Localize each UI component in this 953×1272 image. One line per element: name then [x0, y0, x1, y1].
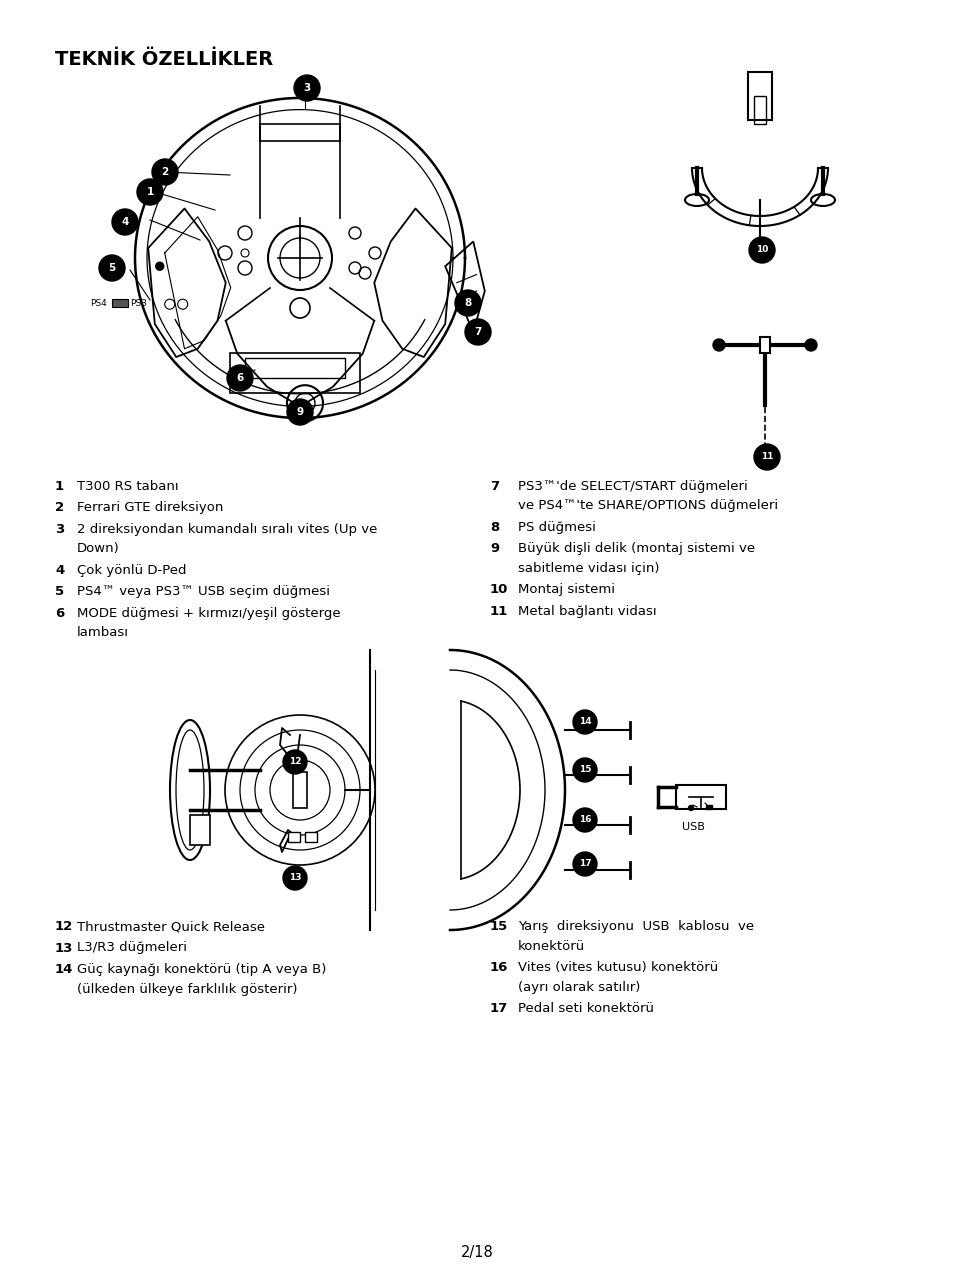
Text: 6: 6	[55, 607, 64, 619]
Text: konektörü: konektörü	[517, 940, 584, 953]
Text: T300 RS tabanı: T300 RS tabanı	[77, 480, 178, 494]
Text: 15: 15	[490, 920, 508, 932]
Bar	[112, 299, 128, 307]
Text: 12: 12	[55, 920, 73, 932]
Text: PS düğmesi: PS düğmesi	[517, 522, 596, 534]
Text: L3/R3 düğmeleri: L3/R3 düğmeleri	[77, 941, 187, 954]
Text: 17: 17	[490, 1002, 508, 1015]
Circle shape	[712, 340, 724, 351]
Bar	[245, 359, 345, 379]
Circle shape	[99, 254, 125, 281]
Circle shape	[573, 852, 597, 876]
Text: Thrustmaster Quick Release: Thrustmaster Quick Release	[77, 920, 265, 932]
Text: Vites (vites kutusu) konektörü: Vites (vites kutusu) konektörü	[517, 962, 718, 974]
Text: 15: 15	[578, 766, 591, 775]
Text: 2: 2	[55, 501, 64, 514]
Circle shape	[137, 179, 163, 205]
Bar	[747, 73, 771, 120]
Circle shape	[294, 75, 319, 100]
Text: Montaj sistemi: Montaj sistemi	[517, 584, 615, 597]
Text: 7: 7	[490, 480, 498, 494]
Text: 12: 12	[289, 758, 301, 767]
Circle shape	[155, 262, 164, 270]
Text: 13: 13	[55, 941, 73, 954]
Text: Ferrari GTE direksiyon: Ferrari GTE direksiyon	[77, 501, 223, 514]
Polygon shape	[445, 242, 484, 332]
Circle shape	[283, 866, 307, 890]
Text: 2: 2	[161, 167, 169, 177]
Bar	[230, 354, 359, 393]
Circle shape	[573, 710, 597, 734]
Bar	[190, 815, 210, 845]
Text: 1: 1	[146, 187, 153, 197]
Text: Pedal seti konektörü: Pedal seti konektörü	[517, 1002, 654, 1015]
Circle shape	[287, 399, 313, 425]
Circle shape	[688, 805, 693, 810]
Text: sabitleme vidası için): sabitleme vidası için)	[517, 562, 659, 575]
Text: 5: 5	[109, 263, 115, 273]
Text: PS4: PS4	[90, 299, 107, 309]
Text: 10: 10	[490, 584, 508, 597]
Text: Çok yönlü D-Ped: Çok yönlü D-Ped	[77, 563, 186, 577]
Bar	[705, 805, 711, 809]
Text: 1: 1	[55, 480, 64, 494]
Text: 6: 6	[236, 373, 243, 383]
Circle shape	[804, 340, 816, 351]
Bar	[288, 832, 299, 842]
Circle shape	[283, 750, 307, 773]
Text: 9: 9	[490, 542, 498, 556]
Text: 2 direksiyondan kumandalı sıralı vites (Up ve: 2 direksiyondan kumandalı sıralı vites (…	[77, 523, 377, 536]
Text: PS3™'de SELECT/START düğmeleri: PS3™'de SELECT/START düğmeleri	[517, 480, 747, 494]
Text: 8: 8	[464, 298, 471, 308]
Text: 10: 10	[755, 245, 767, 254]
Text: 9: 9	[296, 407, 303, 417]
Bar	[753, 95, 765, 123]
Text: Güç kaynağı konektörü (tip A veya B): Güç kaynağı konektörü (tip A veya B)	[77, 963, 326, 976]
Bar	[760, 337, 769, 354]
Bar	[293, 772, 307, 808]
Text: 3: 3	[55, 523, 64, 536]
Bar	[676, 785, 725, 809]
Text: Yarış  direksiyonu  USB  kablosu  ve: Yarış direksiyonu USB kablosu ve	[517, 920, 753, 932]
Circle shape	[748, 237, 774, 263]
Text: 5: 5	[55, 585, 64, 599]
Text: 4: 4	[55, 563, 64, 577]
Text: (ülkeden ülkeye farklılık gösterir): (ülkeden ülkeye farklılık gösterir)	[77, 982, 297, 996]
Text: PS3: PS3	[130, 299, 147, 309]
Circle shape	[573, 808, 597, 832]
Text: 13: 13	[289, 874, 301, 883]
Text: 2/18: 2/18	[460, 1245, 493, 1261]
Text: ve PS4™'te SHARE/OPTIONS düğmeleri: ve PS4™'te SHARE/OPTIONS düğmeleri	[517, 500, 778, 513]
Circle shape	[112, 209, 138, 235]
Text: 8: 8	[490, 522, 498, 534]
Text: MODE düğmesi + kırmızı/yeşil gösterge: MODE düğmesi + kırmızı/yeşil gösterge	[77, 607, 340, 619]
Text: 3: 3	[303, 83, 311, 93]
Text: 16: 16	[490, 962, 508, 974]
Text: 11: 11	[760, 453, 773, 462]
Circle shape	[227, 365, 253, 391]
Text: PS4™ veya PS3™ USB seçim düğmesi: PS4™ veya PS3™ USB seçim düğmesi	[77, 585, 330, 599]
Text: 16: 16	[578, 815, 591, 824]
Text: (ayrı olarak satılır): (ayrı olarak satılır)	[517, 981, 639, 993]
Circle shape	[464, 319, 491, 345]
Text: Down): Down)	[77, 542, 120, 556]
Text: Büyük dişli delik (montaj sistemi ve: Büyük dişli delik (montaj sistemi ve	[517, 542, 755, 556]
Text: 4: 4	[121, 218, 129, 226]
Text: lambası: lambası	[77, 627, 129, 640]
Text: 17: 17	[578, 860, 591, 869]
Circle shape	[573, 758, 597, 782]
Text: 11: 11	[490, 605, 508, 618]
Text: Metal bağlantı vidası: Metal bağlantı vidası	[517, 605, 656, 618]
Text: TEKNİK ÖZELLİKLER: TEKNİK ÖZELLİKLER	[55, 50, 273, 69]
Text: USB: USB	[680, 822, 703, 832]
Text: 7: 7	[474, 327, 481, 337]
Text: 14: 14	[55, 963, 73, 976]
Text: 14: 14	[578, 717, 591, 726]
Circle shape	[753, 444, 780, 469]
Bar	[305, 832, 316, 842]
Circle shape	[152, 159, 178, 184]
Circle shape	[455, 290, 480, 315]
